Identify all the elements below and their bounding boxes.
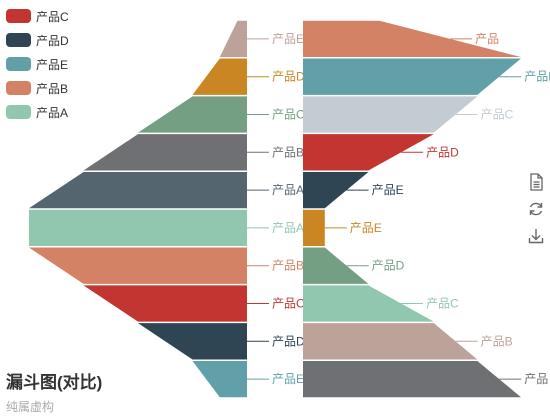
funnel-segment[interactable] [303,360,521,398]
funnel-segment[interactable] [219,20,247,58]
funnel-segment[interactable] [192,58,248,95]
legend-label: 产品E [36,57,69,72]
legend-label: 产品D [36,33,69,48]
funnel-segment[interactable] [138,323,247,360]
chart-title: 漏斗图(对比) [6,373,103,392]
data-label: 产品B [272,259,304,273]
data-label: 产品B [481,334,513,348]
legend-swatch [6,81,31,95]
save-as-image-icon[interactable] [526,172,546,192]
data-label: 产品 [524,372,548,386]
legend-label: 产品B [36,81,69,96]
legend-swatch [6,33,31,47]
data-label: 产品C [481,108,514,122]
legend-item-e[interactable]: 产品E [6,52,69,76]
funnel-segment[interactable] [303,285,434,322]
funnel-segment[interactable] [83,134,248,171]
funnel-segment[interactable] [303,20,521,58]
funnel-segment[interactable] [83,285,248,322]
funnel-segment[interactable] [303,323,478,360]
legend-swatch [6,9,31,23]
data-label: 产品D [272,334,305,348]
data-label: 产品E [272,372,304,386]
data-label: 产品E [272,32,304,46]
data-label: 产品B [272,145,304,159]
funnel-segment[interactable] [29,209,247,247]
legend-item-d[interactable]: 产品D [6,28,69,52]
funnel-segment[interactable] [303,171,369,209]
funnel-segment[interactable] [29,247,247,284]
data-label: 产品D [372,259,405,273]
data-label: 产品C [426,297,459,311]
funnel-segment[interactable] [303,134,434,171]
funnel-segment[interactable] [192,360,248,398]
download-icon[interactable] [526,226,546,246]
data-label: 产品A [272,183,304,197]
data-label: 产品E [350,221,382,235]
data-label: 产品E [372,183,404,197]
data-label: 产品D [426,145,459,159]
legend: 产品C 产品D 产品E 产品B 产品A [6,4,69,124]
funnel-segment[interactable] [303,209,325,247]
restore-icon[interactable] [526,199,546,219]
funnel-segment[interactable] [303,58,521,95]
chart-subtitle: 纯属虚构 [6,400,55,414]
data-label: 产品C [272,108,305,122]
funnel-segment[interactable] [303,247,369,284]
legend-label: 产品A [36,105,69,120]
data-label: 产品A [272,221,304,235]
funnel-segment[interactable] [29,171,247,209]
funnel-segment[interactable] [138,96,247,133]
legend-label: 产品C [36,9,69,24]
toolbox [526,172,546,253]
legend-swatch [6,57,31,71]
chart-title-block: 漏斗图(对比) 纯属虚构 [6,372,102,414]
legend-item-a[interactable]: 产品A [6,100,69,124]
legend-item-b[interactable]: 产品B [6,76,69,100]
legend-swatch [6,105,31,119]
data-label: 产品B [524,70,550,84]
funnel-segment[interactable] [303,96,478,133]
data-label: 产品 [475,32,499,46]
data-label: 产品D [272,70,305,84]
legend-item-c[interactable]: 产品C [6,4,69,28]
data-label: 产品C [272,297,305,311]
